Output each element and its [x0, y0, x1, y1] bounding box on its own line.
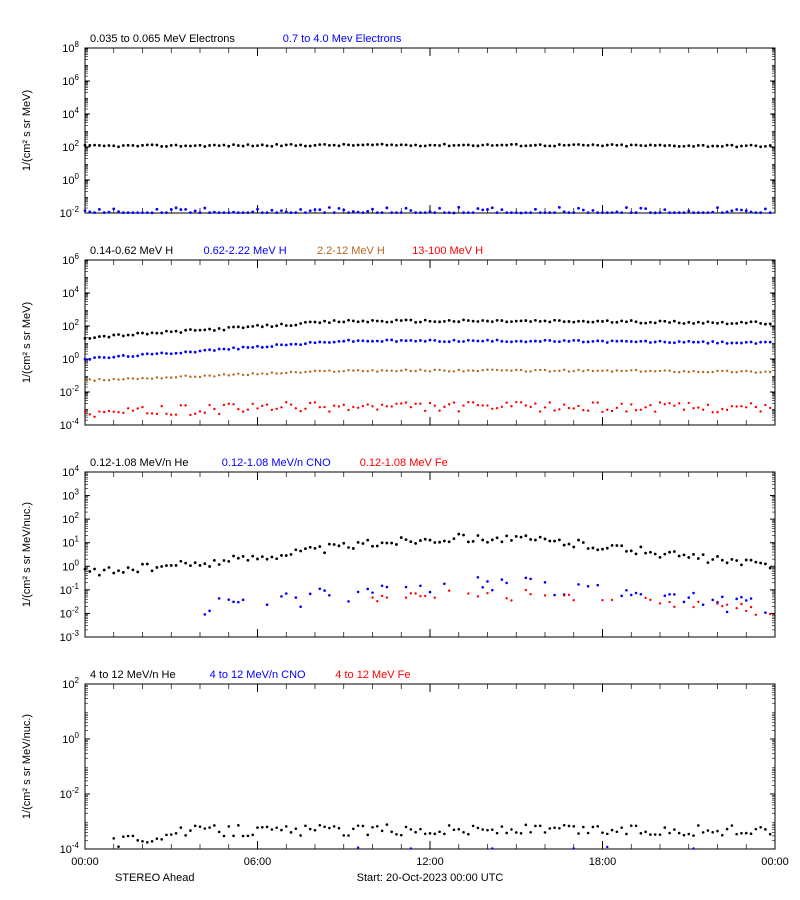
- svg-text:106: 106: [62, 73, 79, 88]
- stereo-particle-plot: { "figure": { "width": 800, "height": 90…: [0, 0, 800, 900]
- svg-text:10-2: 10-2: [60, 605, 80, 620]
- legend-item: 0.035 to 0.065 MeV Electrons: [90, 33, 235, 45]
- data-series: [371, 589, 771, 616]
- data-series: [84, 533, 772, 577]
- legend-item: 4 to 12 MeV/n CNO: [210, 669, 306, 681]
- svg-text:10-3: 10-3: [60, 629, 80, 644]
- svg-text:104: 104: [62, 106, 79, 121]
- data-series: [203, 576, 766, 616]
- legend-item: 4 to 12 MeV/n He: [90, 669, 176, 681]
- data-series: [84, 143, 772, 149]
- legend-item: 0.62-2.22 MeV H: [204, 245, 287, 257]
- footer-left: STEREO Ahead: [115, 872, 195, 884]
- legend-item: 2.2-12 MeV H: [317, 245, 385, 257]
- y-axis-label: 1/(cm² s sr MeV/nuc.): [21, 502, 33, 607]
- data-series: [84, 401, 772, 418]
- plot-svg: 10-2 100 102 104 106 108 1/(cm² s sr MeV) 0.035…: [0, 0, 800, 900]
- legend-item: 0.12-1.08 MeV/n CNO: [222, 457, 331, 469]
- svg-text:00:00: 00:00: [761, 856, 789, 868]
- legend-item: 0.12-1.08 MeV Fe: [360, 457, 448, 469]
- svg-text:18:00: 18:00: [589, 856, 617, 868]
- svg-text:100: 100: [62, 351, 79, 366]
- svg-text:100: 100: [62, 558, 79, 573]
- legend-item: 13-100 MeV H: [412, 245, 483, 257]
- svg-text:10-2: 10-2: [60, 384, 80, 399]
- svg-text:12:00: 12:00: [416, 856, 444, 868]
- svg-text:101: 101: [62, 535, 79, 550]
- svg-text:10-1: 10-1: [60, 582, 80, 597]
- legend-item: 0.7 to 4.0 Mev Electrons: [283, 33, 402, 45]
- data-series: [112, 823, 771, 848]
- svg-text:10-4: 10-4: [60, 417, 80, 432]
- svg-text:00:00: 00:00: [71, 856, 99, 868]
- svg-text:10-4: 10-4: [60, 841, 80, 856]
- data-series: [84, 318, 772, 339]
- svg-text:102: 102: [62, 676, 79, 691]
- svg-text:10-2: 10-2: [60, 205, 80, 220]
- svg-text:10-2: 10-2: [60, 786, 80, 801]
- legend-item: 0.14-0.62 MeV H: [90, 245, 173, 257]
- svg-text:104: 104: [62, 285, 79, 300]
- svg-text:106: 106: [62, 252, 79, 267]
- svg-text:102: 102: [62, 139, 79, 154]
- svg-text:104: 104: [62, 464, 79, 479]
- y-axis-label: 1/(cm² s sr MeV/nuc.): [21, 714, 33, 819]
- svg-text:100: 100: [62, 172, 79, 187]
- svg-text:06:00: 06:00: [244, 856, 272, 868]
- footer-center: Start: 20-Oct-2023 00:00 UTC: [357, 872, 504, 884]
- legend-item: 4 to 12 MeV Fe: [335, 669, 410, 681]
- data-series: [84, 368, 772, 382]
- svg-text:100: 100: [62, 731, 79, 746]
- svg-text:103: 103: [62, 488, 79, 503]
- legend-item: 0.12-1.08 MeV/n He: [90, 457, 188, 469]
- y-axis-label: 1/(cm² s sr MeV): [21, 302, 33, 383]
- data-series: [84, 339, 772, 361]
- svg-text:102: 102: [62, 318, 79, 333]
- y-axis-label: 1/(cm² s sr MeV): [21, 90, 33, 171]
- svg-text:108: 108: [62, 40, 79, 55]
- svg-text:102: 102: [62, 511, 79, 526]
